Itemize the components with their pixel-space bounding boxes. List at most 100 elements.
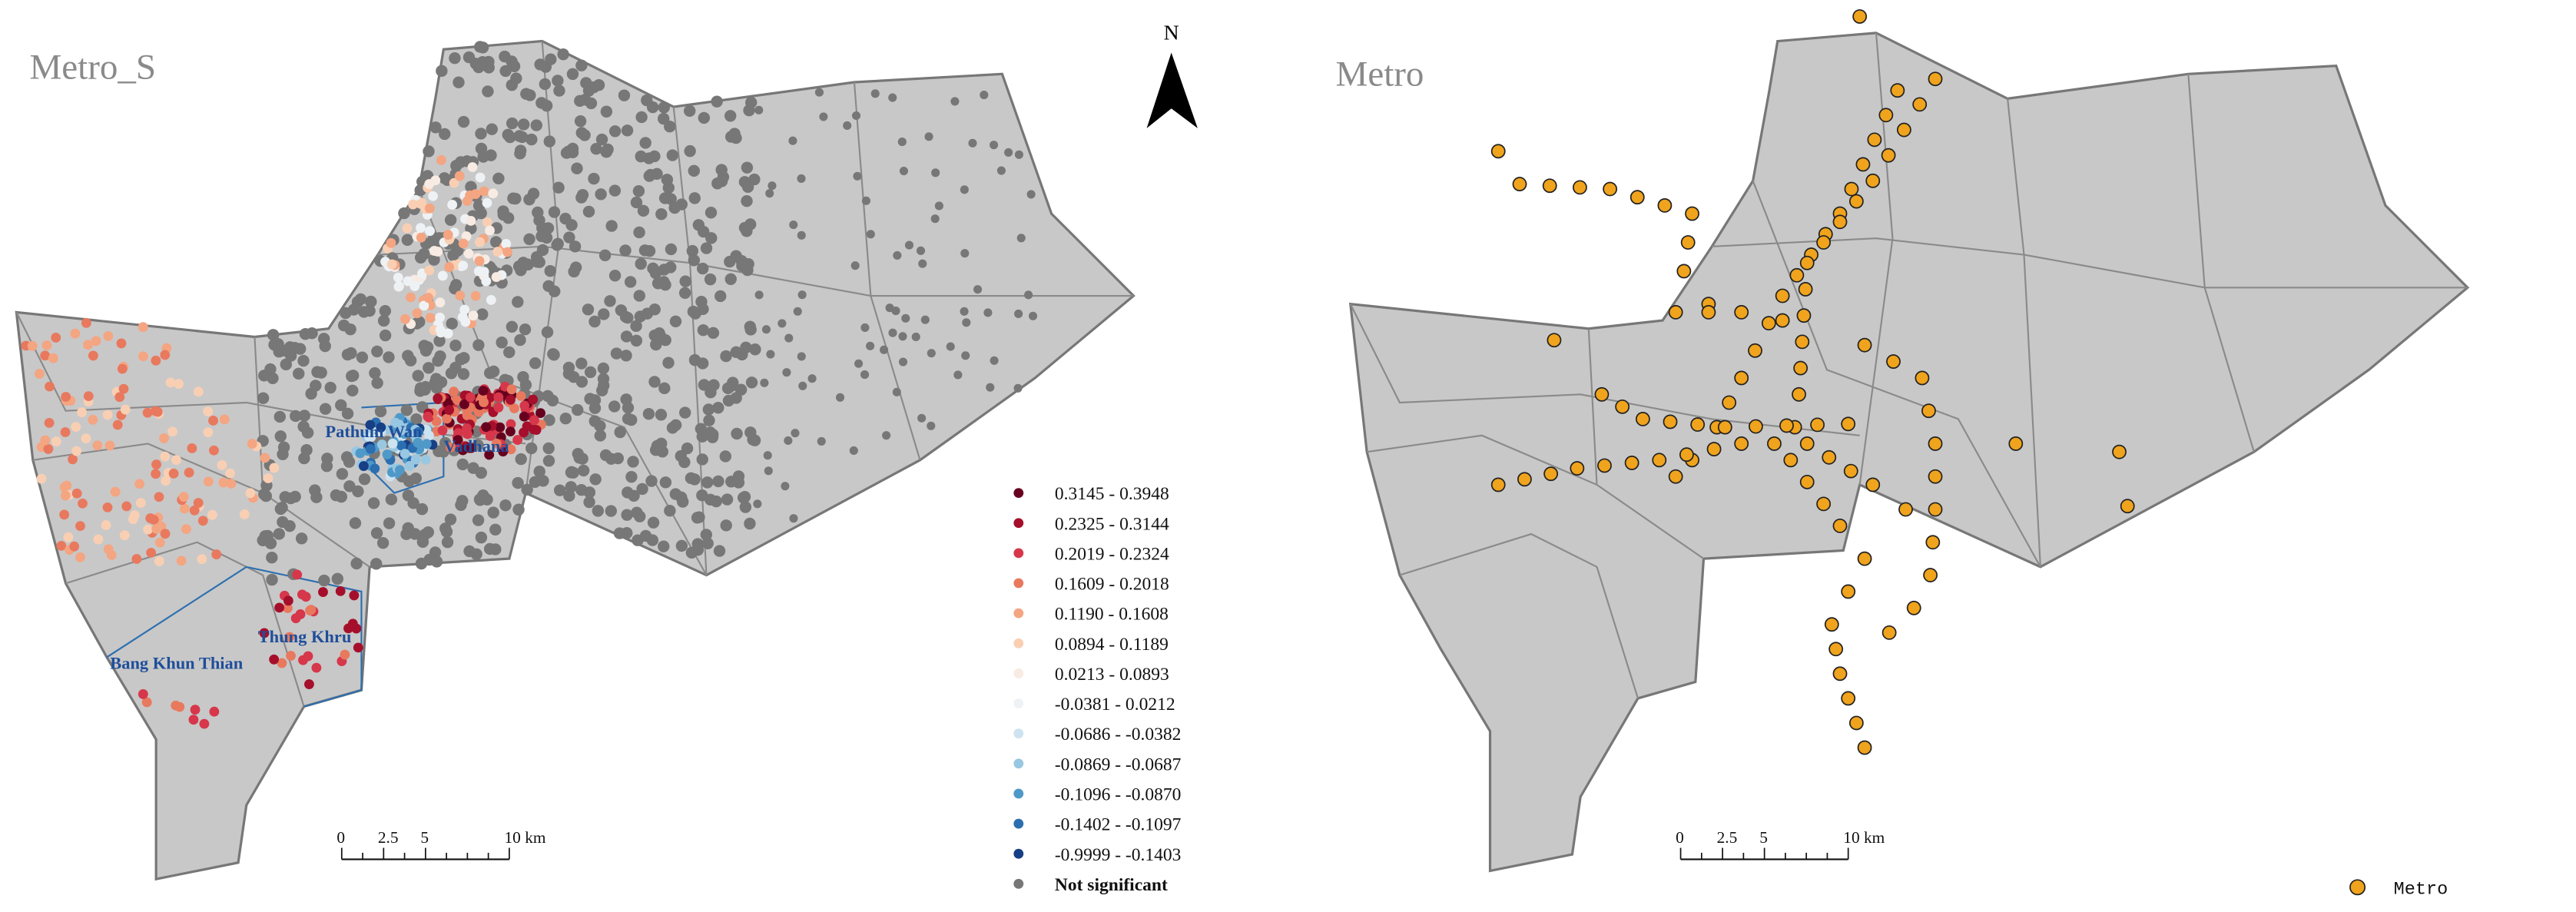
point bbox=[470, 290, 481, 301]
point bbox=[728, 128, 741, 140]
point bbox=[284, 492, 297, 505]
point bbox=[36, 473, 47, 484]
point bbox=[1014, 309, 1023, 319]
point bbox=[189, 505, 200, 516]
legend-symbol bbox=[1013, 788, 1024, 799]
point bbox=[551, 239, 563, 251]
point bbox=[1706, 442, 1722, 456]
point bbox=[1822, 449, 1837, 465]
point bbox=[650, 338, 662, 351]
point bbox=[188, 715, 199, 725]
point bbox=[273, 528, 285, 540]
point bbox=[1603, 181, 1618, 197]
point bbox=[484, 366, 496, 380]
legend-symbol bbox=[1013, 668, 1024, 678]
point bbox=[487, 506, 499, 519]
point bbox=[916, 246, 926, 255]
point bbox=[632, 184, 645, 197]
point bbox=[454, 171, 465, 181]
point bbox=[63, 532, 74, 542]
point bbox=[315, 366, 327, 379]
point bbox=[1792, 386, 1806, 402]
scale-label: 5 bbox=[1759, 828, 1768, 847]
point bbox=[627, 456, 639, 468]
point bbox=[697, 262, 709, 275]
point bbox=[712, 402, 724, 414]
point bbox=[552, 75, 564, 87]
points bbox=[21, 41, 1038, 729]
point bbox=[866, 341, 875, 350]
point bbox=[542, 280, 555, 293]
point bbox=[449, 386, 459, 397]
point bbox=[1779, 418, 1794, 433]
point bbox=[701, 537, 714, 549]
point bbox=[628, 489, 640, 502]
point bbox=[483, 542, 496, 555]
point bbox=[575, 191, 588, 204]
point bbox=[424, 430, 434, 441]
point bbox=[893, 250, 902, 260]
point bbox=[1796, 308, 1812, 323]
point bbox=[456, 495, 469, 507]
point bbox=[712, 475, 724, 488]
point bbox=[721, 382, 734, 395]
point bbox=[274, 410, 286, 423]
point bbox=[665, 243, 678, 256]
point bbox=[1798, 282, 1813, 297]
legend-label: -0.0869 - -0.0687 bbox=[1055, 754, 1182, 774]
point bbox=[501, 238, 512, 249]
point bbox=[621, 124, 634, 137]
point bbox=[444, 513, 457, 526]
point bbox=[678, 287, 691, 299]
point bbox=[1570, 461, 1585, 476]
point bbox=[404, 460, 415, 471]
point bbox=[1816, 235, 1832, 250]
point bbox=[225, 468, 235, 479]
district-label: Bang Khun Thian bbox=[110, 653, 243, 672]
point bbox=[651, 439, 664, 453]
point bbox=[700, 529, 713, 541]
point bbox=[540, 99, 553, 112]
point bbox=[885, 303, 894, 313]
point bbox=[1775, 313, 1790, 328]
point bbox=[160, 529, 171, 539]
point bbox=[412, 308, 423, 319]
point bbox=[710, 495, 722, 508]
point bbox=[486, 294, 496, 305]
point bbox=[414, 251, 427, 264]
point bbox=[744, 323, 757, 336]
point bbox=[697, 303, 709, 316]
point bbox=[452, 395, 462, 406]
point bbox=[459, 304, 470, 315]
point bbox=[622, 413, 635, 425]
point bbox=[110, 486, 121, 497]
point bbox=[423, 411, 433, 422]
point bbox=[423, 293, 433, 303]
point bbox=[269, 654, 280, 665]
point bbox=[1734, 304, 1749, 320]
point bbox=[478, 386, 489, 396]
point bbox=[416, 232, 426, 243]
point bbox=[688, 164, 700, 177]
point bbox=[739, 501, 752, 513]
point bbox=[575, 357, 588, 370]
point bbox=[542, 442, 555, 455]
point bbox=[1852, 9, 1868, 24]
point bbox=[543, 414, 555, 426]
point bbox=[708, 379, 720, 391]
point bbox=[598, 249, 612, 262]
legend-symbol bbox=[1013, 698, 1024, 708]
point bbox=[399, 449, 410, 459]
point bbox=[293, 367, 305, 380]
point bbox=[743, 104, 755, 117]
point bbox=[88, 350, 98, 361]
point bbox=[367, 497, 380, 509]
point bbox=[693, 511, 705, 523]
point bbox=[443, 328, 453, 339]
point bbox=[658, 192, 671, 204]
north-label: N bbox=[1164, 21, 1179, 45]
point bbox=[340, 649, 350, 660]
point bbox=[713, 545, 726, 557]
point bbox=[1928, 71, 1943, 87]
point bbox=[765, 189, 774, 198]
